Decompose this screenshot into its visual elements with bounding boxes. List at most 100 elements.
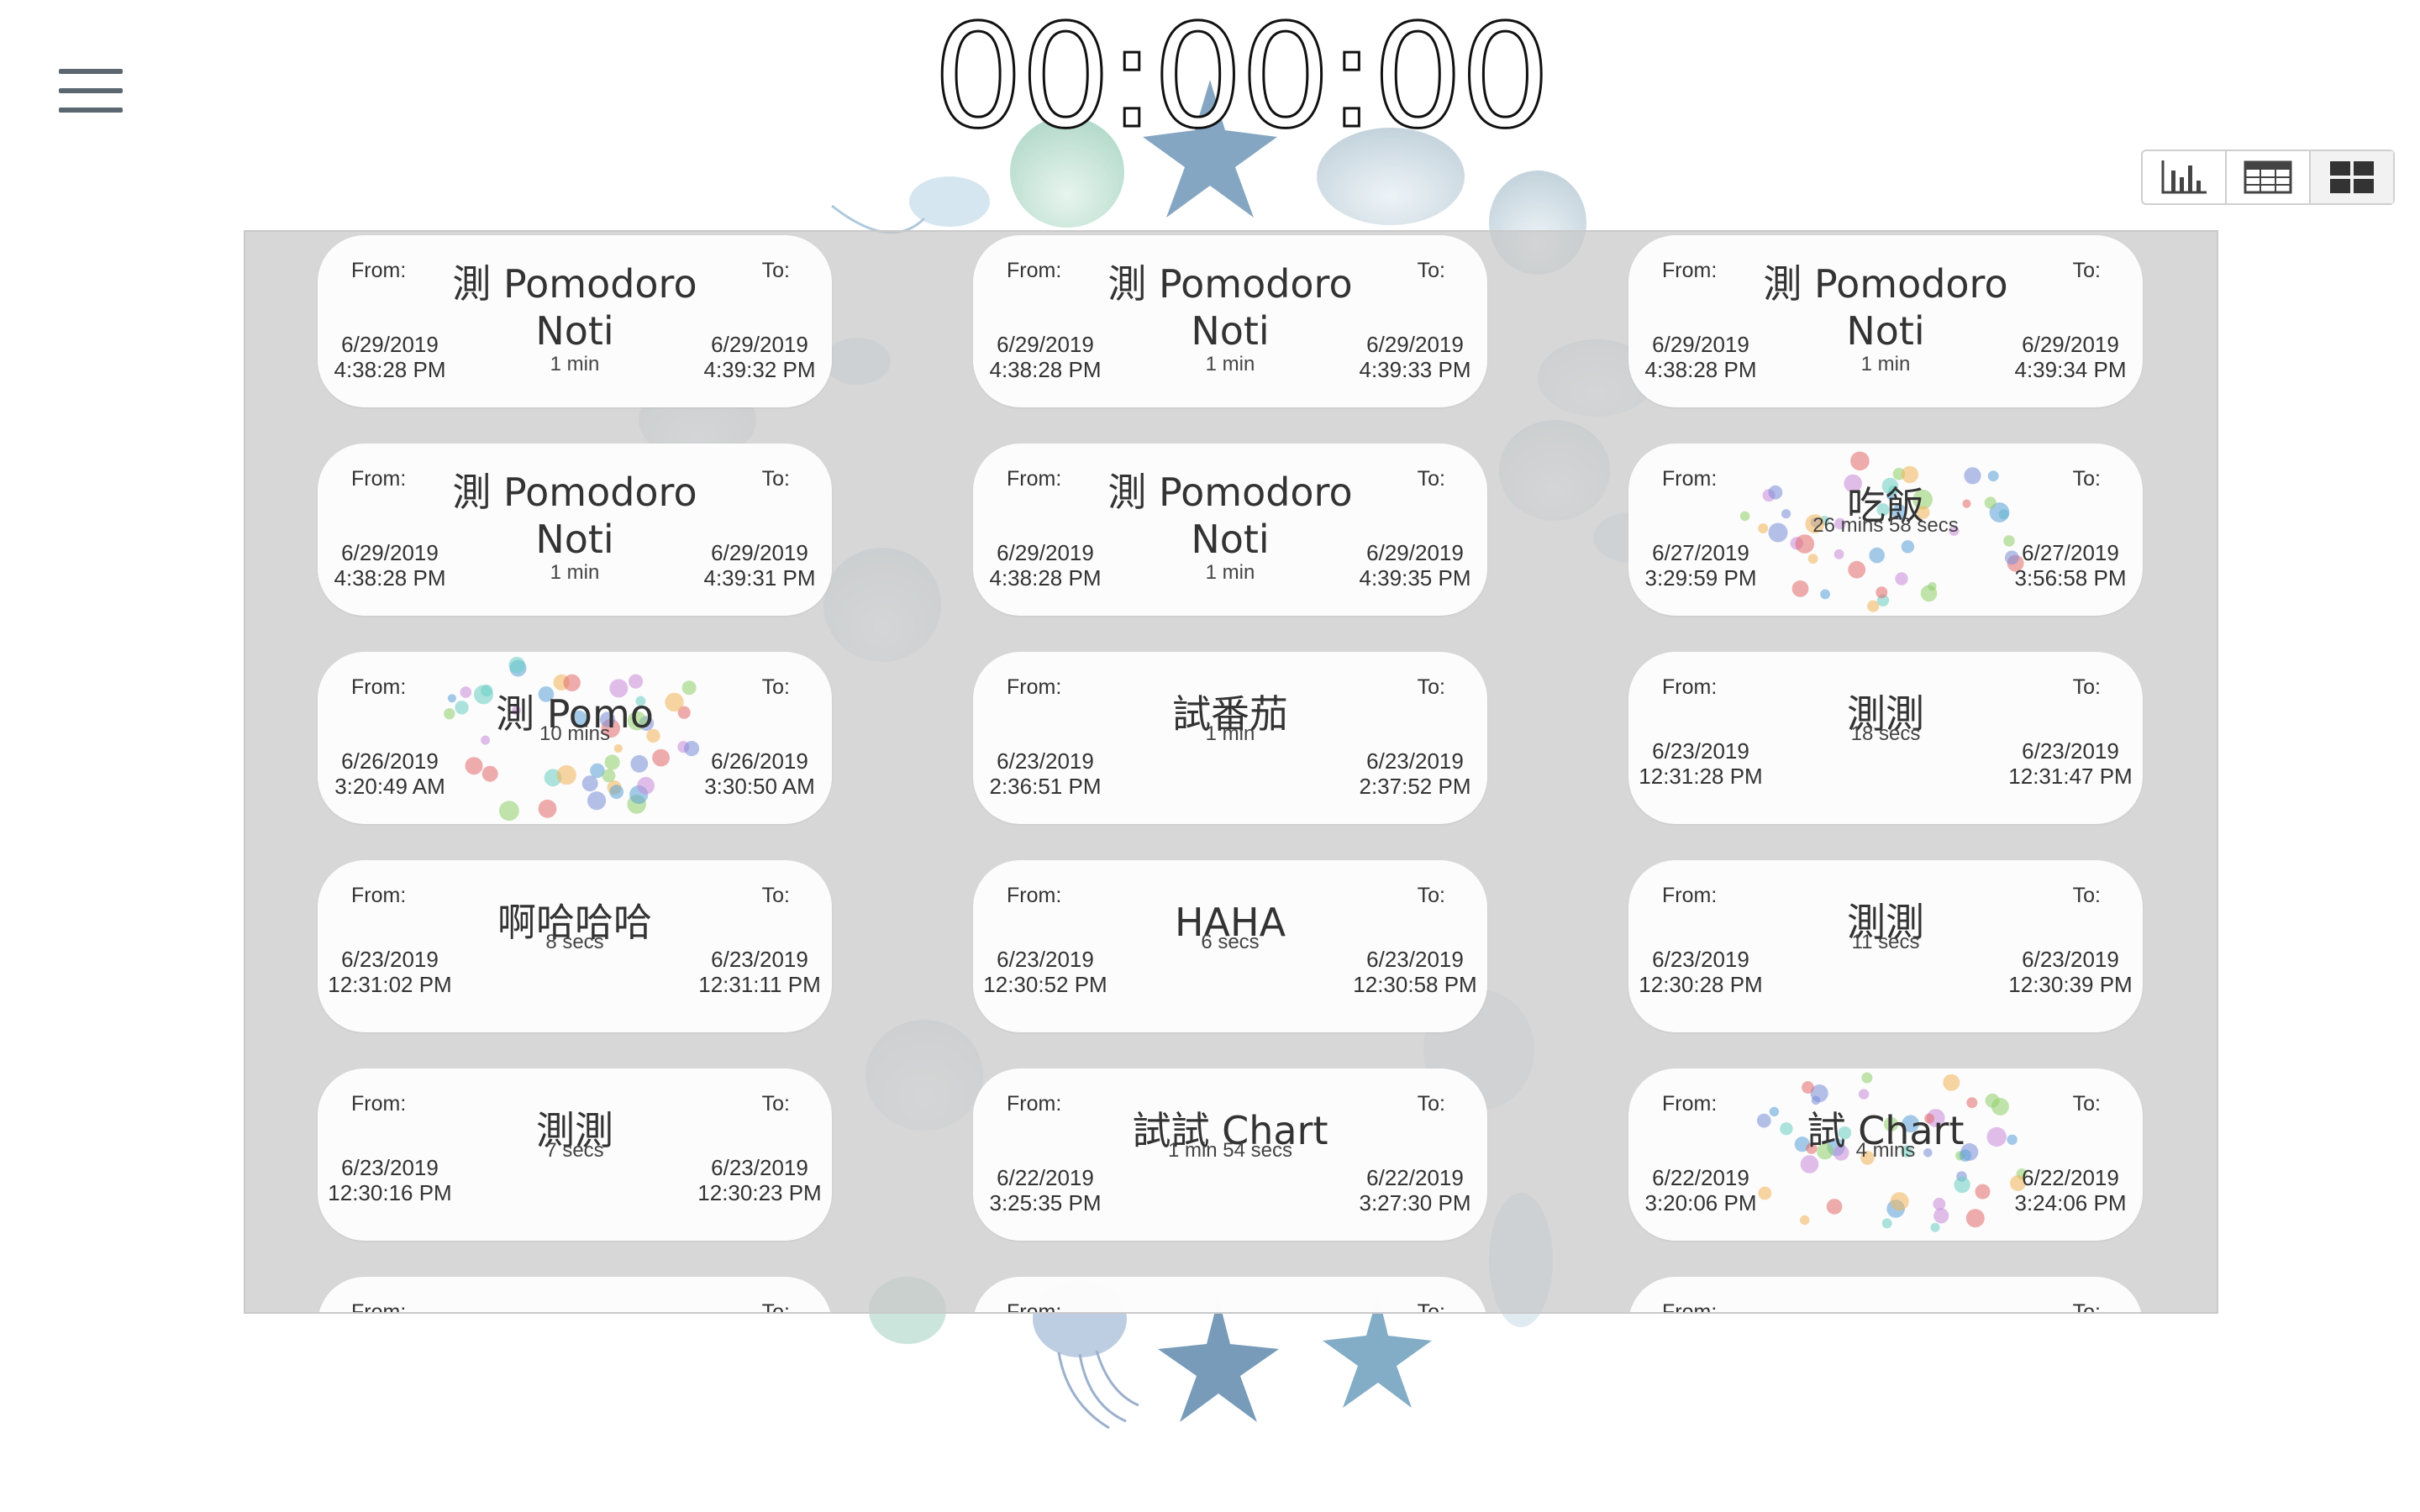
card-view-button[interactable] [2311, 151, 2393, 203]
from-time: 3:25:35 PM [978, 1190, 1113, 1215]
to-datetime: 6/23/2019 2:37:52 PM [1348, 748, 1482, 799]
to-date: 6/23/2019 [692, 947, 827, 972]
from-time: 12:30:52 PM [978, 972, 1113, 997]
from-datetime: 6/29/2019 4:38:28 PM [323, 332, 457, 382]
to-time: 4:39:32 PM [692, 357, 827, 382]
to-date: 6/23/2019 [1348, 748, 1482, 774]
timer-display: 00:00:00 [933, 2, 1504, 153]
chart-view-button[interactable] [2143, 151, 2227, 203]
from-datetime: 6/27/2019 3:29:59 PM [1634, 540, 1768, 591]
from-label: From: [1007, 1092, 1061, 1116]
record-card[interactable]: From: To: 測 Pomodoro Noti 1 min 6/29/2019 4:3… [1628, 235, 2143, 407]
to-label: To: [2073, 1300, 2101, 1314]
to-label: To: [2073, 884, 2101, 908]
to-time: 3:24:06 PM [2003, 1190, 2138, 1215]
to-datetime: 6/29/2019 4:39:34 PM [2003, 332, 2138, 382]
to-time: 4:39:33 PM [1348, 357, 1482, 382]
to-time: 2:37:52 PM [1348, 774, 1482, 799]
to-date: 6/22/2019 [2003, 1165, 2138, 1190]
from-label: From: [351, 467, 406, 491]
to-datetime: 6/22/2019 3:24:06 PM [2003, 1165, 2138, 1215]
to-datetime: 6/27/2019 3:56:58 PM [2003, 540, 2138, 591]
to-time: 12:31:47 PM [2003, 764, 2138, 789]
from-date: 6/23/2019 [978, 947, 1113, 972]
record-card[interactable]: From: To: 試試 Chart 1 min 54 secs 6/22/2019 3:… [973, 1068, 1487, 1241]
to-time: 12:31:11 PM [692, 972, 827, 997]
from-time: 12:30:16 PM [323, 1180, 457, 1205]
from-label: From: [1662, 1092, 1717, 1116]
to-datetime: 6/23/2019 12:30:23 PM [692, 1155, 827, 1205]
to-time: 12:30:39 PM [2003, 972, 2138, 997]
from-time: 4:38:28 PM [978, 565, 1113, 591]
record-card[interactable]: From: To: 測 Pomodoro Noti 1 min 6/29/2019 4:3… [973, 235, 1487, 407]
record-card[interactable]: From: To: 試 Chart 4 mins 6/22/2019 3:20:06 PM… [1628, 1068, 2143, 1241]
record-card[interactable]: From: To: HAHA 6 secs 6/23/2019 12:30:52 PM 6/… [973, 860, 1487, 1032]
record-card[interactable]: From: To: 測測 7 secs 6/23/2019 12:30:16 PM 6/23… [318, 1068, 832, 1241]
table-view-button[interactable] [2227, 151, 2311, 203]
from-datetime: 6/23/2019 12:30:16 PM [323, 1155, 457, 1205]
to-label: To: [2073, 467, 2101, 491]
record-card[interactable]: From: To: 測 Pomo 10 mins 6/26/2019 3:20:49 AM… [318, 652, 832, 824]
from-datetime: 6/23/2019 12:31:28 PM [1634, 738, 1768, 789]
from-date: 6/29/2019 [978, 540, 1113, 565]
from-label: From: [1662, 467, 1717, 491]
from-datetime: 6/29/2019 4:38:28 PM [978, 332, 1113, 382]
from-label: From: [351, 884, 406, 908]
record-title: 測 Pomodoro Noti [1099, 469, 1361, 563]
from-datetime: 6/23/2019 12:30:28 PM [1634, 947, 1768, 997]
to-time: 12:30:58 PM [1348, 972, 1482, 997]
record-card[interactable]: From: To: 啊哈哈哈 8 secs 6/23/2019 12:31:02 PM 6/… [318, 860, 832, 1032]
from-date: 6/29/2019 [1634, 332, 1768, 357]
to-label: To: [2073, 675, 2101, 700]
record-card-partial[interactable]: From: To: [1628, 1277, 2143, 1314]
to-datetime: 6/22/2019 3:27:30 PM [1348, 1165, 1482, 1215]
from-label: From: [1662, 884, 1717, 908]
record-card-partial[interactable]: From: To: [318, 1277, 832, 1314]
table-icon [2244, 160, 2292, 194]
to-datetime: 6/23/2019 12:31:47 PM [2003, 738, 2138, 789]
to-date: 6/29/2019 [2003, 332, 2138, 357]
record-duration: 1 min [1099, 722, 1361, 746]
from-date: 6/26/2019 [323, 748, 457, 774]
record-card[interactable]: From: To: 測 Pomodoro Noti 1 min 6/29/2019 4:3… [973, 444, 1487, 616]
from-datetime: 6/23/2019 12:31:02 PM [323, 947, 457, 997]
record-card[interactable]: From: To: 測 Pomodoro Noti 1 min 6/29/2019 4:3… [318, 444, 832, 616]
from-label: From: [1662, 1300, 1717, 1314]
to-label: To: [1418, 1300, 1445, 1314]
from-label: From: [1007, 259, 1061, 283]
from-time: 2:36:51 PM [978, 774, 1113, 799]
from-date: 6/22/2019 [978, 1165, 1113, 1190]
from-datetime: 6/26/2019 3:20:49 AM [323, 748, 457, 799]
to-datetime: 6/29/2019 4:39:31 PM [692, 540, 827, 591]
to-datetime: 6/23/2019 12:30:39 PM [2003, 947, 2138, 997]
to-label: To: [1418, 1092, 1445, 1116]
record-card[interactable]: From: To: 試番茄 1 min 6/23/2019 2:36:51 PM 6/23/… [973, 652, 1487, 824]
record-card-partial[interactable]: From: To: [973, 1277, 1487, 1314]
record-title: 測 Pomodoro Noti [444, 469, 706, 563]
from-label: From: [1662, 675, 1717, 700]
record-card[interactable]: From: To: 測 Pomodoro Noti 1 min 6/29/2019 4:3… [318, 235, 832, 407]
to-datetime: 6/29/2019 4:39:32 PM [692, 332, 827, 382]
from-date: 6/22/2019 [1634, 1165, 1768, 1190]
record-card[interactable]: From: To: 測測 11 secs 6/23/2019 12:30:28 PM 6/2… [1628, 860, 2143, 1032]
record-title: 測 Pomodoro Noti [444, 260, 706, 354]
records-grid: From: To: 測 Pomodoro Noti 1 min 6/29/2019 4:3… [244, 230, 2218, 1314]
from-date: 6/23/2019 [1634, 947, 1768, 972]
from-datetime: 6/29/2019 4:38:28 PM [1634, 332, 1768, 382]
to-label: To: [762, 675, 790, 700]
record-duration: 4 mins [1754, 1139, 2017, 1163]
record-duration: 1 min [444, 561, 706, 585]
hamburger-menu-icon[interactable] [59, 66, 123, 116]
to-label: To: [762, 884, 790, 908]
to-date: 6/29/2019 [692, 332, 827, 357]
view-switch [2141, 150, 2395, 205]
record-duration: 1 min [444, 353, 706, 376]
from-date: 6/27/2019 [1634, 540, 1768, 565]
record-card[interactable]: From: To: 測測 18 secs 6/23/2019 12:31:28 PM 6/2… [1628, 652, 2143, 824]
from-date: 6/29/2019 [323, 332, 457, 357]
record-duration: 1 min [1099, 353, 1361, 376]
from-datetime: 6/23/2019 12:30:52 PM [978, 947, 1113, 997]
from-time: 12:31:02 PM [323, 972, 457, 997]
record-card[interactable]: From: To: 吃飯 26 mins 58 secs 6/27/2019 3:29:5… [1628, 444, 2143, 616]
to-date: 6/29/2019 [1348, 540, 1482, 565]
